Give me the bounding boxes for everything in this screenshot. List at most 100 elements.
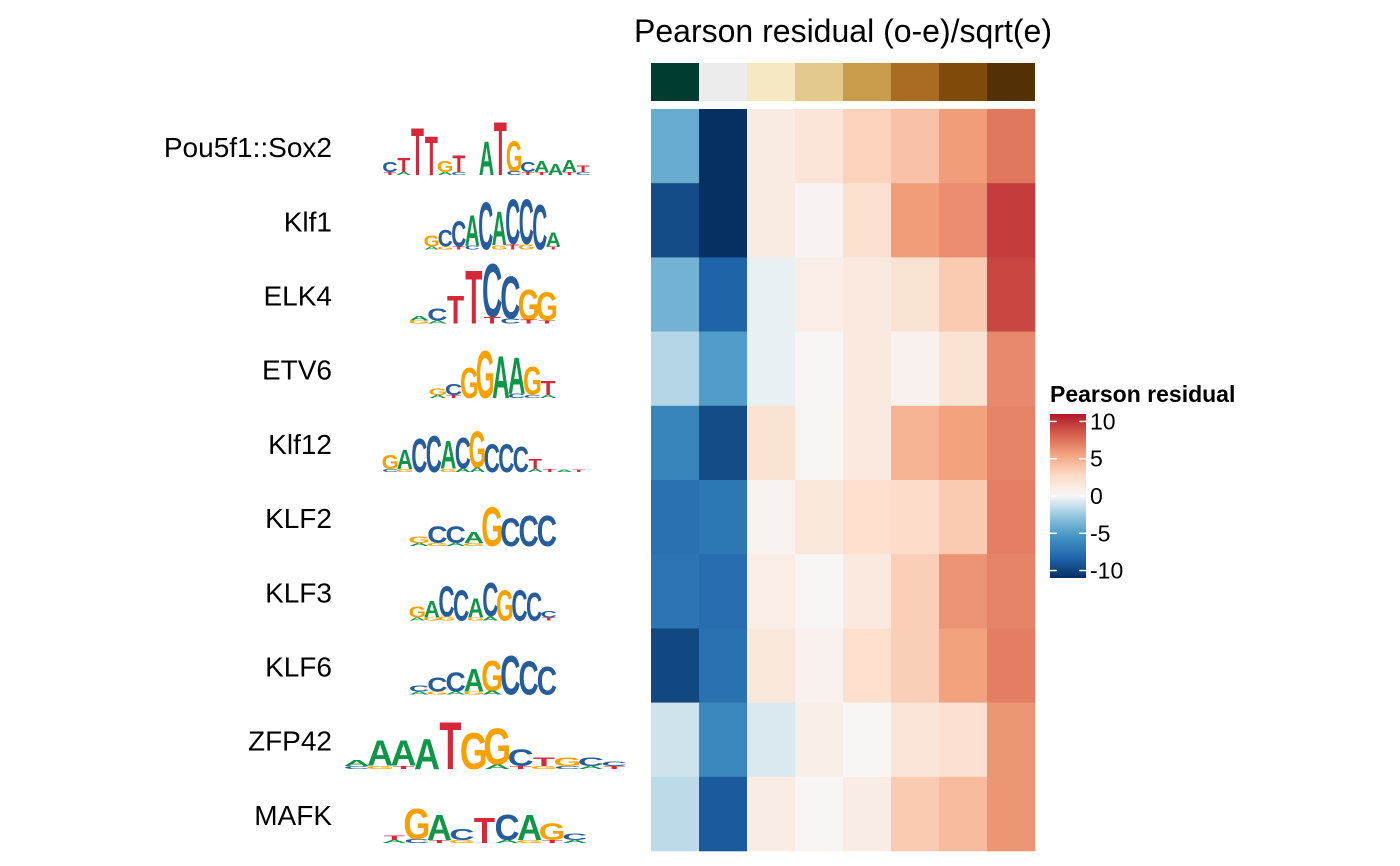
motif-letter: G [553, 755, 581, 768]
heatmap-cell [987, 257, 1036, 332]
row-label: Pou5f1::Sox2 [164, 132, 332, 163]
motif-letter: G [382, 452, 399, 474]
motif-letter: A [469, 467, 485, 474]
legend-tick-label: 0 [1090, 483, 1103, 509]
motif-letter: C [344, 765, 370, 770]
motif-letter: A [429, 394, 447, 399]
motif-letter: A [508, 346, 525, 405]
motif-letter: A [409, 315, 430, 322]
motif-letter: G [428, 386, 447, 397]
heatmap-cell [795, 257, 844, 332]
heatmap-cell [699, 257, 748, 332]
motif-letter: G [518, 280, 540, 329]
motif-letter: C [500, 265, 520, 332]
motif-letter: G [408, 535, 430, 546]
legend-title: Pearson residual [1050, 381, 1235, 407]
row-label: KLF2 [265, 503, 332, 534]
heatmap-cell [747, 183, 796, 258]
motif-letter: A [409, 691, 429, 696]
motif-letter: C [537, 507, 557, 556]
heatmap-cell [699, 628, 748, 703]
motif-letter: C [482, 249, 502, 334]
column-annotation-cell-1 [651, 63, 699, 101]
row-label: KLF6 [265, 652, 332, 683]
row-label: Klf1 [284, 206, 332, 237]
heatmap-cell [651, 109, 700, 184]
motif-letter: T [452, 150, 465, 178]
motif-letter: T [411, 113, 424, 190]
motif-letter: T [541, 377, 556, 400]
motif-letter: G [366, 765, 394, 770]
motif-letter: C [465, 245, 480, 251]
motif-letter: C [445, 667, 465, 698]
heatmap-cell [747, 628, 796, 703]
heatmap-cell [987, 183, 1036, 258]
motif-letter: A [546, 230, 561, 252]
motif-letter: C [478, 187, 493, 264]
motif-letter: G [437, 246, 453, 251]
motif-letter: A [495, 839, 520, 844]
motif-letter: C [506, 171, 521, 177]
heatmap-cell [699, 480, 748, 555]
heatmap-cell [891, 183, 940, 258]
heatmap-cell [939, 776, 988, 852]
motif-letter: C [382, 468, 399, 473]
motif-letter: C [427, 674, 447, 696]
motif-letter: A [397, 445, 413, 476]
motif-letter: G [426, 543, 448, 548]
motif-letter: A [427, 808, 452, 848]
motif-letter: A [464, 664, 484, 699]
motif-letter: G [463, 691, 485, 696]
motif-letter: C [438, 578, 454, 627]
motif-letter: T [520, 319, 538, 325]
heatmap-cell [651, 257, 700, 332]
motif-letter: G [491, 244, 507, 250]
motif-letter: A [468, 593, 484, 624]
motif-letter: G [424, 232, 440, 250]
motif-letter: T [533, 755, 556, 768]
motif-letter: T [572, 469, 586, 473]
motif-letter: C [426, 427, 442, 484]
motif-letter: G [403, 800, 430, 849]
motif-letter: C [526, 585, 542, 629]
motif-letter: G [448, 839, 475, 844]
motif-letter: G [396, 468, 413, 473]
motif-letter: T [603, 765, 625, 770]
motif-letter: G [460, 723, 488, 780]
motif-letter: C [513, 441, 529, 481]
motif-letter: T [397, 155, 410, 177]
row-label: Klf12 [268, 429, 332, 460]
heatmap-cell [939, 554, 988, 629]
heatmap-cell [891, 480, 940, 555]
motif-letter: T [447, 289, 464, 333]
motif-letter: T [494, 106, 507, 192]
heatmap-cell [651, 480, 700, 555]
heatmap-cell [795, 405, 844, 481]
motif-letter: G [467, 617, 484, 622]
motif-letter: T [425, 125, 438, 187]
legend-tick-label: 5 [1090, 446, 1103, 472]
motif-letter: C [537, 660, 557, 704]
column-annotation-cell-4 [795, 63, 843, 101]
motif-letter: A [534, 158, 550, 176]
motif-letter: T [563, 172, 577, 177]
heatmap-cell [843, 776, 892, 852]
heatmap-cell [987, 554, 1036, 629]
motif-letter: C [520, 159, 535, 175]
heatmap-cell [987, 109, 1036, 184]
motif-letter: C [601, 760, 627, 767]
heatmap-cell [699, 554, 748, 629]
column-annotation-cell-6 [891, 63, 939, 101]
motif-letter: T [446, 394, 461, 399]
motif-letter: A [437, 172, 452, 177]
heatmap-cell [795, 183, 844, 258]
motif-letter: C [382, 159, 397, 175]
motif-letter: T [484, 316, 501, 326]
heatmap-cell [891, 628, 940, 703]
motif-letter: C [554, 765, 580, 770]
motif-letter: G [469, 422, 486, 479]
